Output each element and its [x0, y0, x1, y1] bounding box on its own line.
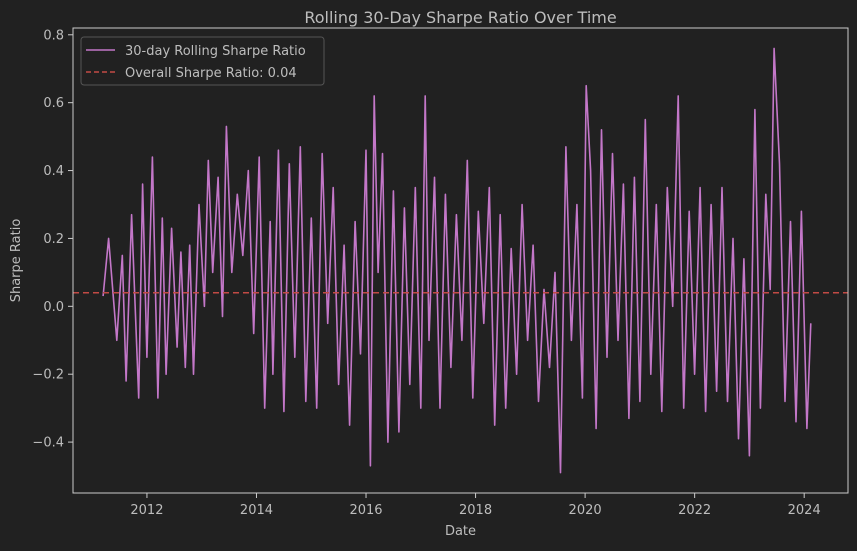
- y-tick-label: −0.4: [32, 436, 64, 451]
- chart-title: Rolling 30-Day Sharpe Ratio Over Time: [304, 8, 616, 27]
- x-tick-label: 2020: [569, 503, 602, 518]
- legend-label-overall: Overall Sharpe Ratio: 0.04: [125, 66, 297, 81]
- series-layer: [73, 47, 848, 474]
- x-tick-label: 2012: [130, 503, 163, 518]
- x-tick-label: 2022: [678, 503, 711, 518]
- x-tick-label: 2018: [459, 503, 492, 518]
- y-axis-label: Sharpe Ratio: [9, 219, 24, 303]
- x-tick-label: 2024: [788, 503, 821, 518]
- x-axis-label: Date: [445, 524, 476, 539]
- axes-frame: [72, 27, 849, 494]
- y-tick-label: 0.8: [43, 28, 64, 43]
- x-tick-label: 2014: [240, 503, 273, 518]
- x-axis-ticks: 2012 2014 2016 2018 2020 2022 2024: [130, 493, 821, 518]
- y-tick-label: 0.2: [43, 232, 64, 247]
- legend: 30-day Rolling Sharpe Ratio Overall Shar…: [80, 36, 325, 86]
- y-tick-label: 0.4: [43, 164, 64, 179]
- y-tick-label: 0.0: [43, 300, 64, 315]
- legend-box: [80, 36, 325, 86]
- legend-label-rolling: 30-day Rolling Sharpe Ratio: [125, 44, 306, 59]
- series-line-rolling-sharpe: [102, 47, 812, 474]
- y-tick-label: −0.2: [32, 368, 64, 383]
- y-axis-ticks: −0.4 −0.2 0.0 0.2 0.4 0.6 0.8: [32, 28, 73, 451]
- x-tick-label: 2016: [349, 503, 382, 518]
- y-tick-label: 0.6: [43, 96, 64, 111]
